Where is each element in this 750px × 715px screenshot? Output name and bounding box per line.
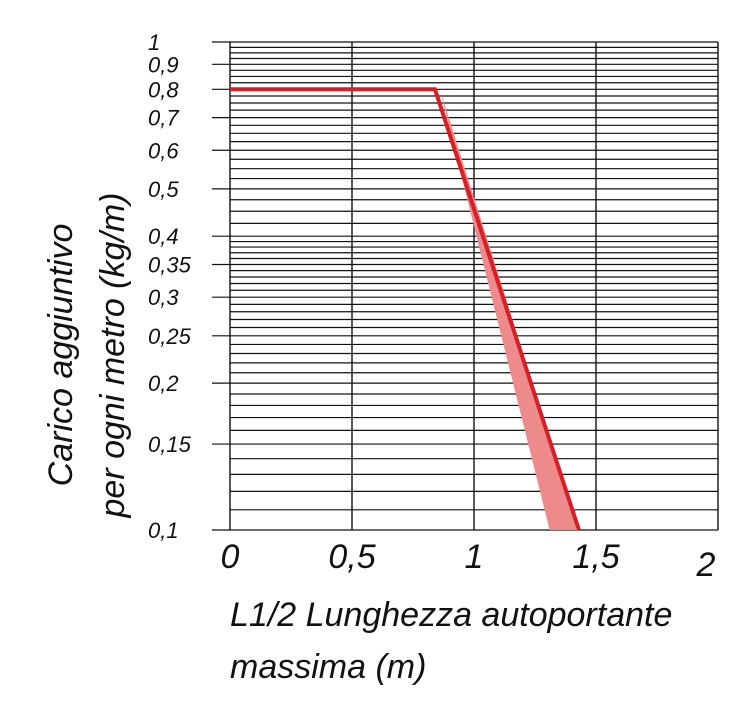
x-tick-label: 1 <box>465 538 484 576</box>
x-tick-label: 2 <box>696 546 716 584</box>
y-tick-label: 0,6 <box>148 138 179 163</box>
x-tick-label: 1,5 <box>572 538 619 576</box>
y-tick-label: 0,2 <box>148 371 179 396</box>
y-tick-label: 0,5 <box>148 177 179 202</box>
y-tick-label: 0,4 <box>148 224 179 249</box>
grid <box>212 41 719 531</box>
y-tick-label: 0,3 <box>148 285 179 310</box>
x-tick-label: 0,5 <box>328 538 375 576</box>
y-tick-label: 0,15 <box>148 432 192 457</box>
y-tick-label: 1 <box>148 30 160 55</box>
x-tick-label: 0 <box>221 538 240 576</box>
x-axis-title-line-1: L1/2 Lunghezza autoportante <box>230 596 672 634</box>
y-tick-label: 0,8 <box>148 77 179 102</box>
x-axis-title-line-2: massima (m) <box>230 648 426 686</box>
y-tick-label: 0,7 <box>148 106 179 131</box>
y-tick-label: 0,9 <box>148 52 179 77</box>
y-tick-label: 0,25 <box>148 324 192 349</box>
plot-area <box>230 87 581 531</box>
y-axis-title-line-2: per ogni metro (kg/m) <box>94 193 132 519</box>
x-tick-labels: 0 0,5 1 1,5 2 <box>221 538 716 584</box>
series-line-0 <box>230 87 581 531</box>
y-tick-label: 0,35 <box>148 252 192 277</box>
y-tick-labels: 10,90,8 0,7 0,6 0,5 0,4 0,35 0,3 0,25 0,2 0,15 0,1 <box>148 30 192 543</box>
y-tick-label: 0,1 <box>148 518 179 543</box>
y-axis-title-line-1: Carico aggiuntivo <box>42 224 80 487</box>
